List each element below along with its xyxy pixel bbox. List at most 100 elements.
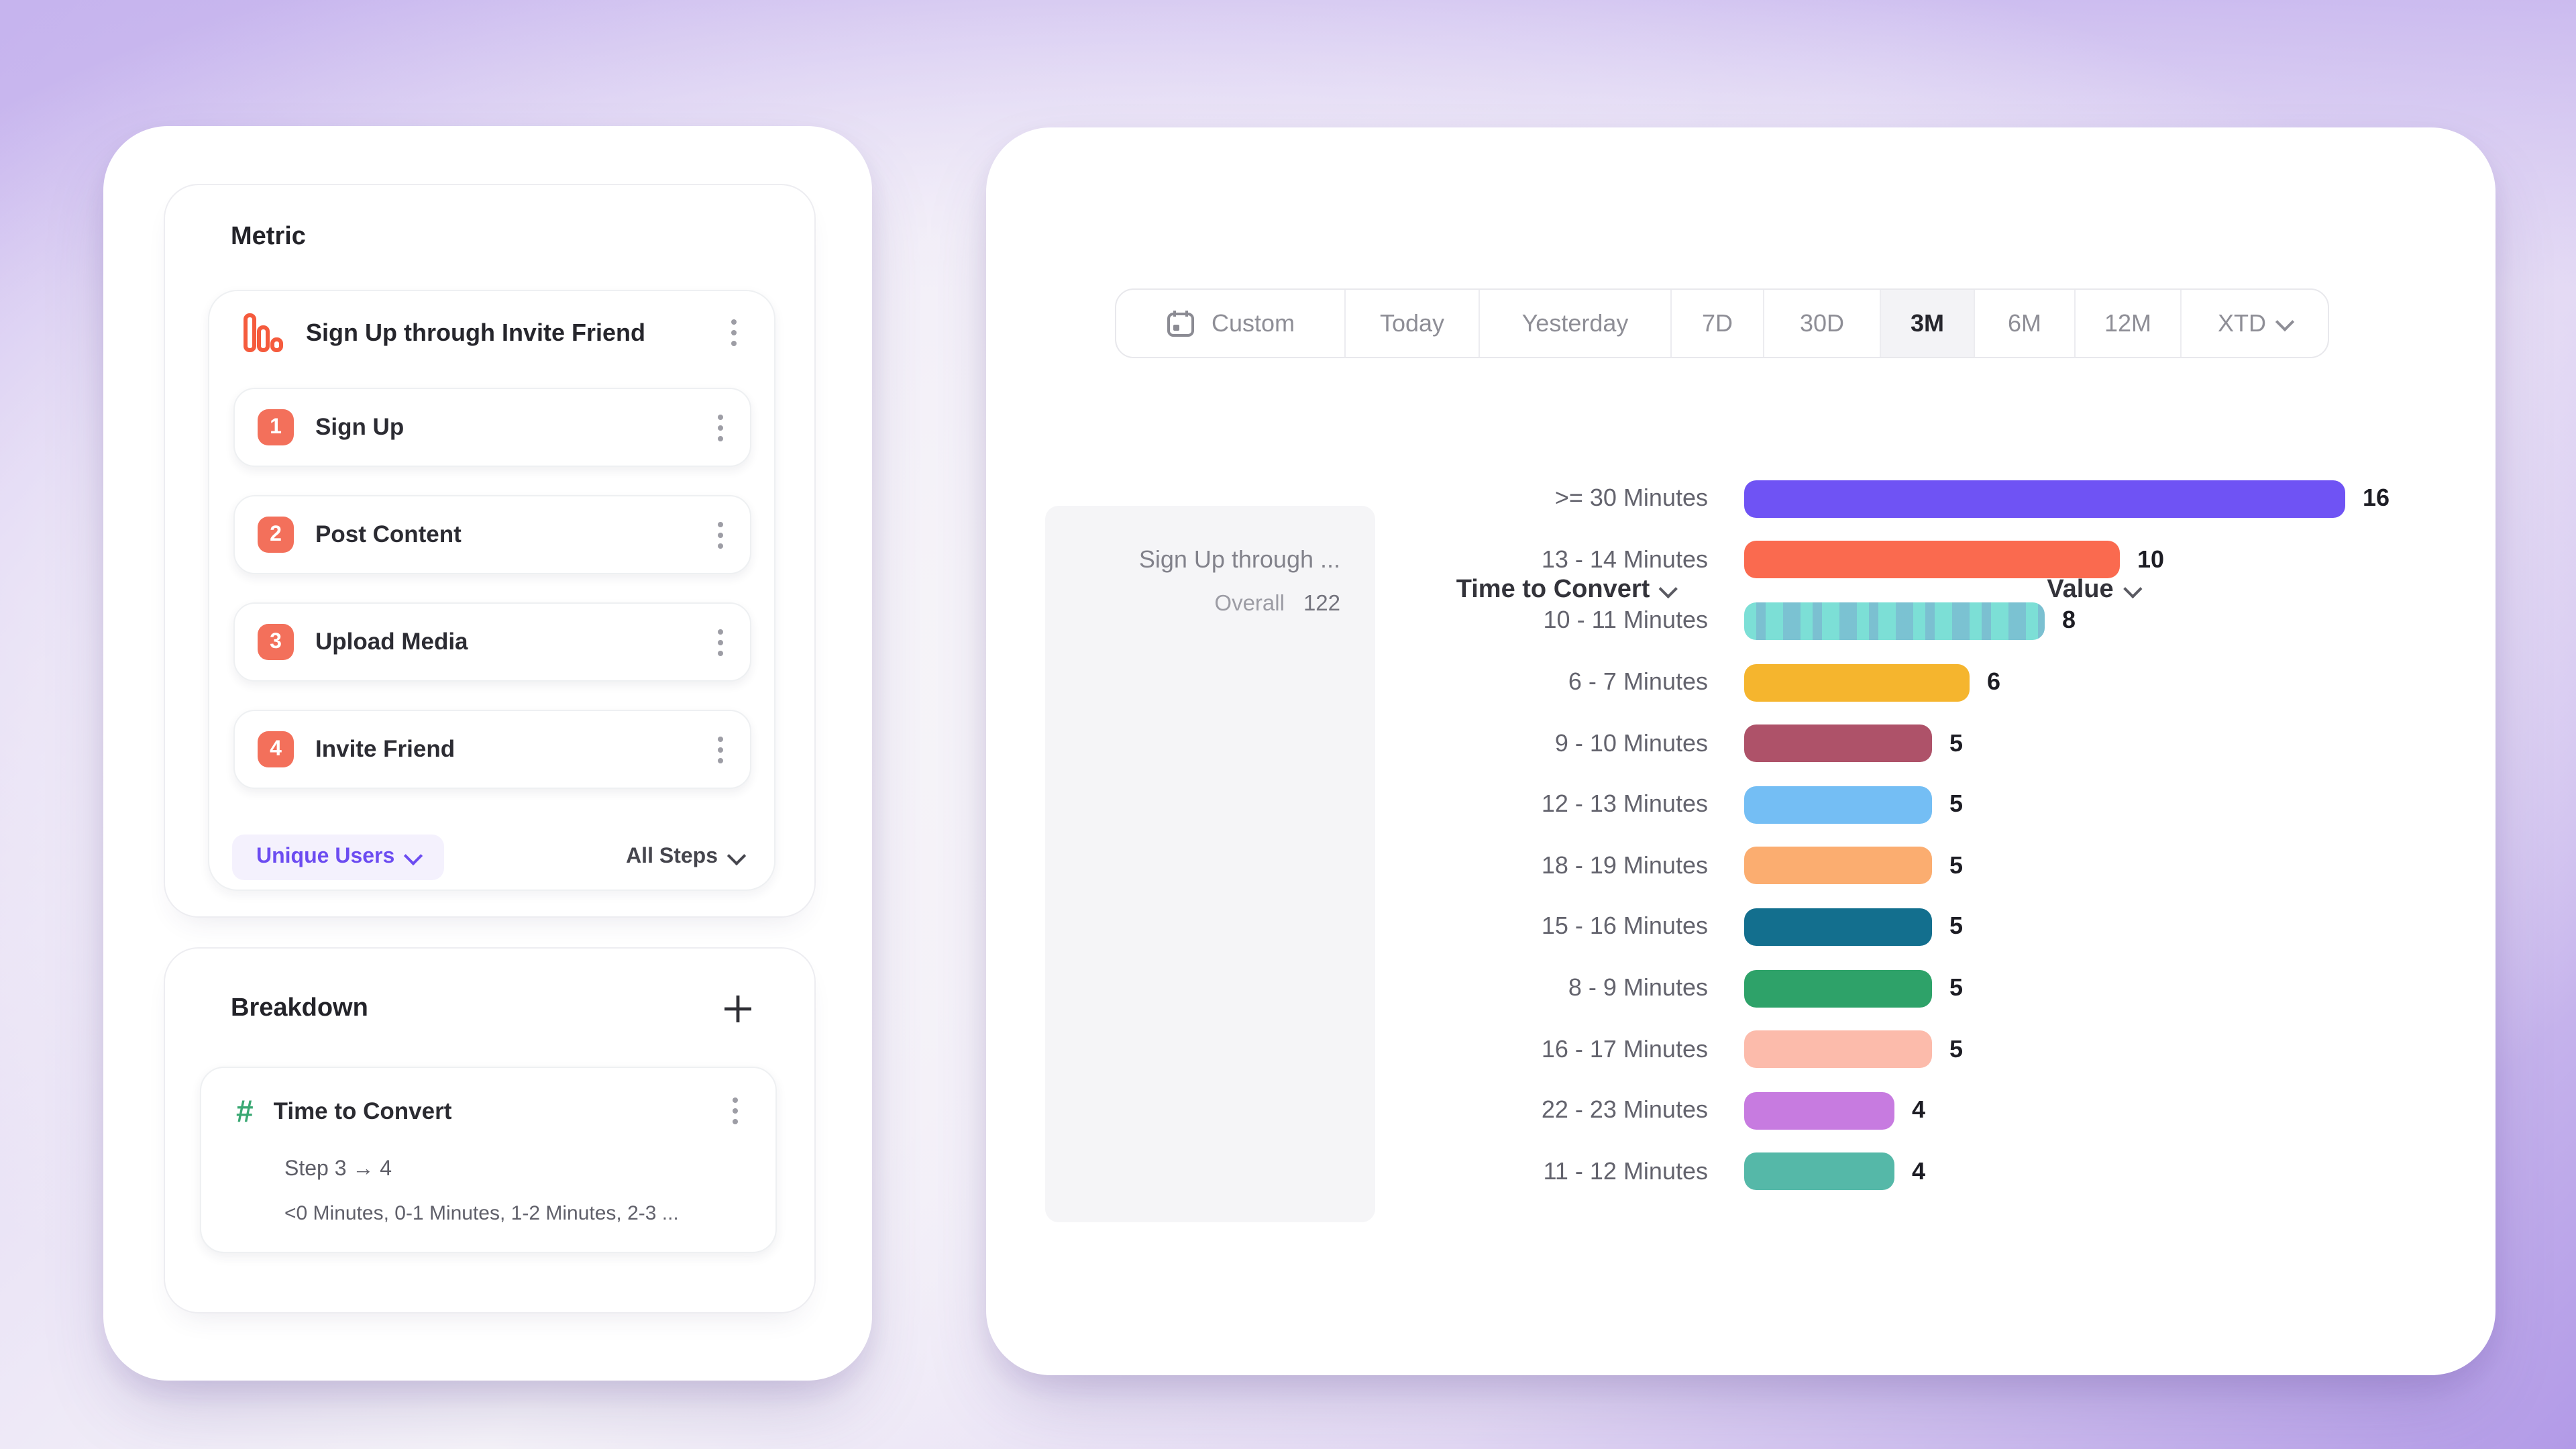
chart-value-label: 5	[1949, 1035, 1964, 1063]
date-range-label: 6M	[2007, 309, 2041, 336]
step-number-badge: 4	[258, 731, 294, 767]
metric-section-title: Metric	[231, 223, 306, 251]
chart-value-label: 5	[1949, 974, 1964, 1002]
breakdown-step-range: Step 3 → 4	[284, 1158, 392, 1181]
steps-scope-dropdown[interactable]: All Steps	[626, 845, 747, 869]
chart-category-label: 15 - 16 Minutes	[1541, 912, 1708, 940]
metric-item[interactable]: Sign Up through Invite Friend	[209, 291, 774, 374]
kebab-menu-icon[interactable]	[723, 311, 745, 354]
chart-bar[interactable]	[1744, 1152, 1894, 1191]
add-breakdown-button[interactable]	[720, 991, 755, 1026]
metric-footer: Unique Users All Steps	[232, 835, 751, 880]
step-label: Sign Up	[315, 413, 405, 440]
funnel-summary-panel[interactable]: Sign Up through ... Overall 122	[1045, 506, 1375, 1222]
chart-bar[interactable]	[1744, 847, 1932, 885]
funnel-step[interactable]: 3 Upload Media	[233, 602, 751, 682]
chart-bar[interactable]	[1744, 480, 2345, 518]
step-number-badge: 3	[258, 624, 294, 660]
kebab-menu-icon[interactable]	[710, 513, 731, 556]
date-range-12m[interactable]: 12M	[2076, 290, 2182, 357]
date-range-6m[interactable]: 6M	[1975, 290, 2076, 357]
funnel-name: Sign Up through ...	[1138, 546, 1340, 573]
chevron-down-icon	[727, 845, 747, 865]
chart-value-label: 8	[2062, 606, 2076, 634]
calendar-icon	[1166, 309, 1195, 338]
chart-value-label: 5	[1949, 912, 1964, 940]
date-range-custom[interactable]: Custom	[1116, 290, 1346, 357]
chart-bar[interactable]	[1744, 786, 1932, 824]
date-range-label: Today	[1379, 309, 1445, 336]
chart-value-label: 4	[1912, 1157, 1926, 1185]
funnel-chart-icon	[241, 311, 284, 354]
step-number-badge: 1	[258, 409, 294, 445]
date-range-label: 12M	[2104, 309, 2151, 336]
breakdown-item-header: # Time to Convert	[201, 1089, 775, 1132]
query-builder-panel: Metric Sign Up through Invite Friend 1 Si…	[103, 126, 872, 1381]
funnel-step[interactable]: 2 Post Content	[233, 495, 751, 574]
date-range-xtd[interactable]: XTD	[2182, 290, 2328, 357]
chart-category-label: 12 - 13 Minutes	[1541, 790, 1708, 818]
measurement-label: Unique Users	[256, 845, 395, 868]
kebab-menu-icon[interactable]	[710, 621, 731, 663]
date-range-label: 3M	[1910, 309, 1944, 336]
column-header-value[interactable]: Value	[2047, 576, 2142, 605]
chart-bar[interactable]	[1744, 724, 1932, 763]
date-range-7d[interactable]: 7D	[1672, 290, 1764, 357]
chart-value-label: 4	[1912, 1096, 1926, 1124]
chart-row: 12 - 13 Minutes 5	[1386, 774, 2486, 835]
funnel-overall-row: Overall 122	[1214, 592, 1340, 617]
breakdown-buckets: <0 Minutes, 0-1 Minutes, 1-2 Minutes, 2-…	[284, 1202, 679, 1225]
chart-value-label: 6	[1987, 668, 2001, 696]
chart-category-label: >= 30 Minutes	[1554, 484, 1708, 512]
chart-bar[interactable]	[1744, 969, 1932, 1008]
date-range-today[interactable]: Today	[1346, 290, 1480, 357]
chart-category-label: 16 - 17 Minutes	[1541, 1035, 1708, 1063]
chart-bar[interactable]	[1744, 663, 1970, 702]
kebab-menu-icon[interactable]	[710, 728, 731, 771]
chart-category-label: 22 - 23 Minutes	[1541, 1096, 1708, 1124]
metric-name: Sign Up through Invite Friend	[306, 319, 645, 345]
chart-row: 18 - 19 Minutes 5	[1386, 835, 2486, 896]
chart-row: 6 - 7 Minutes 6	[1386, 652, 2486, 713]
chart-row: 9 - 10 Minutes 5	[1386, 713, 2486, 774]
chart-value-label: 5	[1949, 729, 1964, 757]
chart-category-label: 13 - 14 Minutes	[1541, 545, 1708, 573]
breakdown-section: Breakdown # Time to Convert Step 3 → 4 <…	[164, 947, 816, 1313]
chart-row: 8 - 9 Minutes 5	[1386, 958, 2486, 1019]
date-range-label: Yesterday	[1521, 309, 1629, 336]
number-property-icon: #	[236, 1093, 254, 1128]
chart-category-label: 18 - 19 Minutes	[1541, 851, 1708, 879]
breakdown-item[interactable]: # Time to Convert Step 3 → 4 <0 Minutes,…	[200, 1067, 777, 1253]
kebab-menu-icon[interactable]	[724, 1089, 746, 1132]
step-label: Invite Friend	[315, 735, 455, 762]
chevron-down-icon	[2275, 311, 2295, 331]
date-range-label: 30D	[1799, 309, 1845, 336]
chart-bar[interactable]	[1744, 602, 2045, 640]
chart-bar[interactable]	[1744, 541, 2120, 579]
column-header-time-to-convert[interactable]: Time to Convert	[1456, 576, 1678, 605]
chart-category-label: 11 - 12 Minutes	[1543, 1157, 1708, 1185]
metric-section: Metric Sign Up through Invite Friend 1 Si…	[164, 184, 816, 918]
step-number-badge: 2	[258, 517, 294, 553]
measurement-dropdown[interactable]: Unique Users	[232, 835, 445, 880]
chart-row: 10 - 11 Minutes 8	[1386, 590, 2486, 651]
chart-value-label: 5	[1949, 790, 1964, 818]
date-range-yesterday[interactable]: Yesterday	[1480, 290, 1672, 357]
breakdown-header: Breakdown	[231, 991, 755, 1026]
funnel-step[interactable]: 4 Invite Friend	[233, 710, 751, 789]
kebab-menu-icon[interactable]	[710, 406, 731, 449]
date-range-label: Custom	[1211, 309, 1295, 336]
chart-value-label: 10	[2137, 545, 2165, 573]
chart-row: 13 - 14 Minutes 10	[1386, 529, 2486, 590]
chart-row: 15 - 16 Minutes 5	[1386, 896, 2486, 957]
chart-bar[interactable]	[1744, 1030, 1932, 1069]
date-range-3m[interactable]: 3M	[1881, 290, 1975, 357]
step-label: Post Content	[315, 521, 462, 547]
funnel-step[interactable]: 1 Sign Up	[233, 388, 751, 467]
chart-category-label: 8 - 9 Minutes	[1568, 974, 1708, 1002]
overall-value: 122	[1303, 592, 1340, 616]
chart-bar[interactable]	[1744, 1091, 1894, 1130]
chart-row: >= 30 Minutes 16	[1386, 468, 2486, 529]
chart-bar[interactable]	[1744, 908, 1932, 946]
date-range-30d[interactable]: 30D	[1764, 290, 1881, 357]
